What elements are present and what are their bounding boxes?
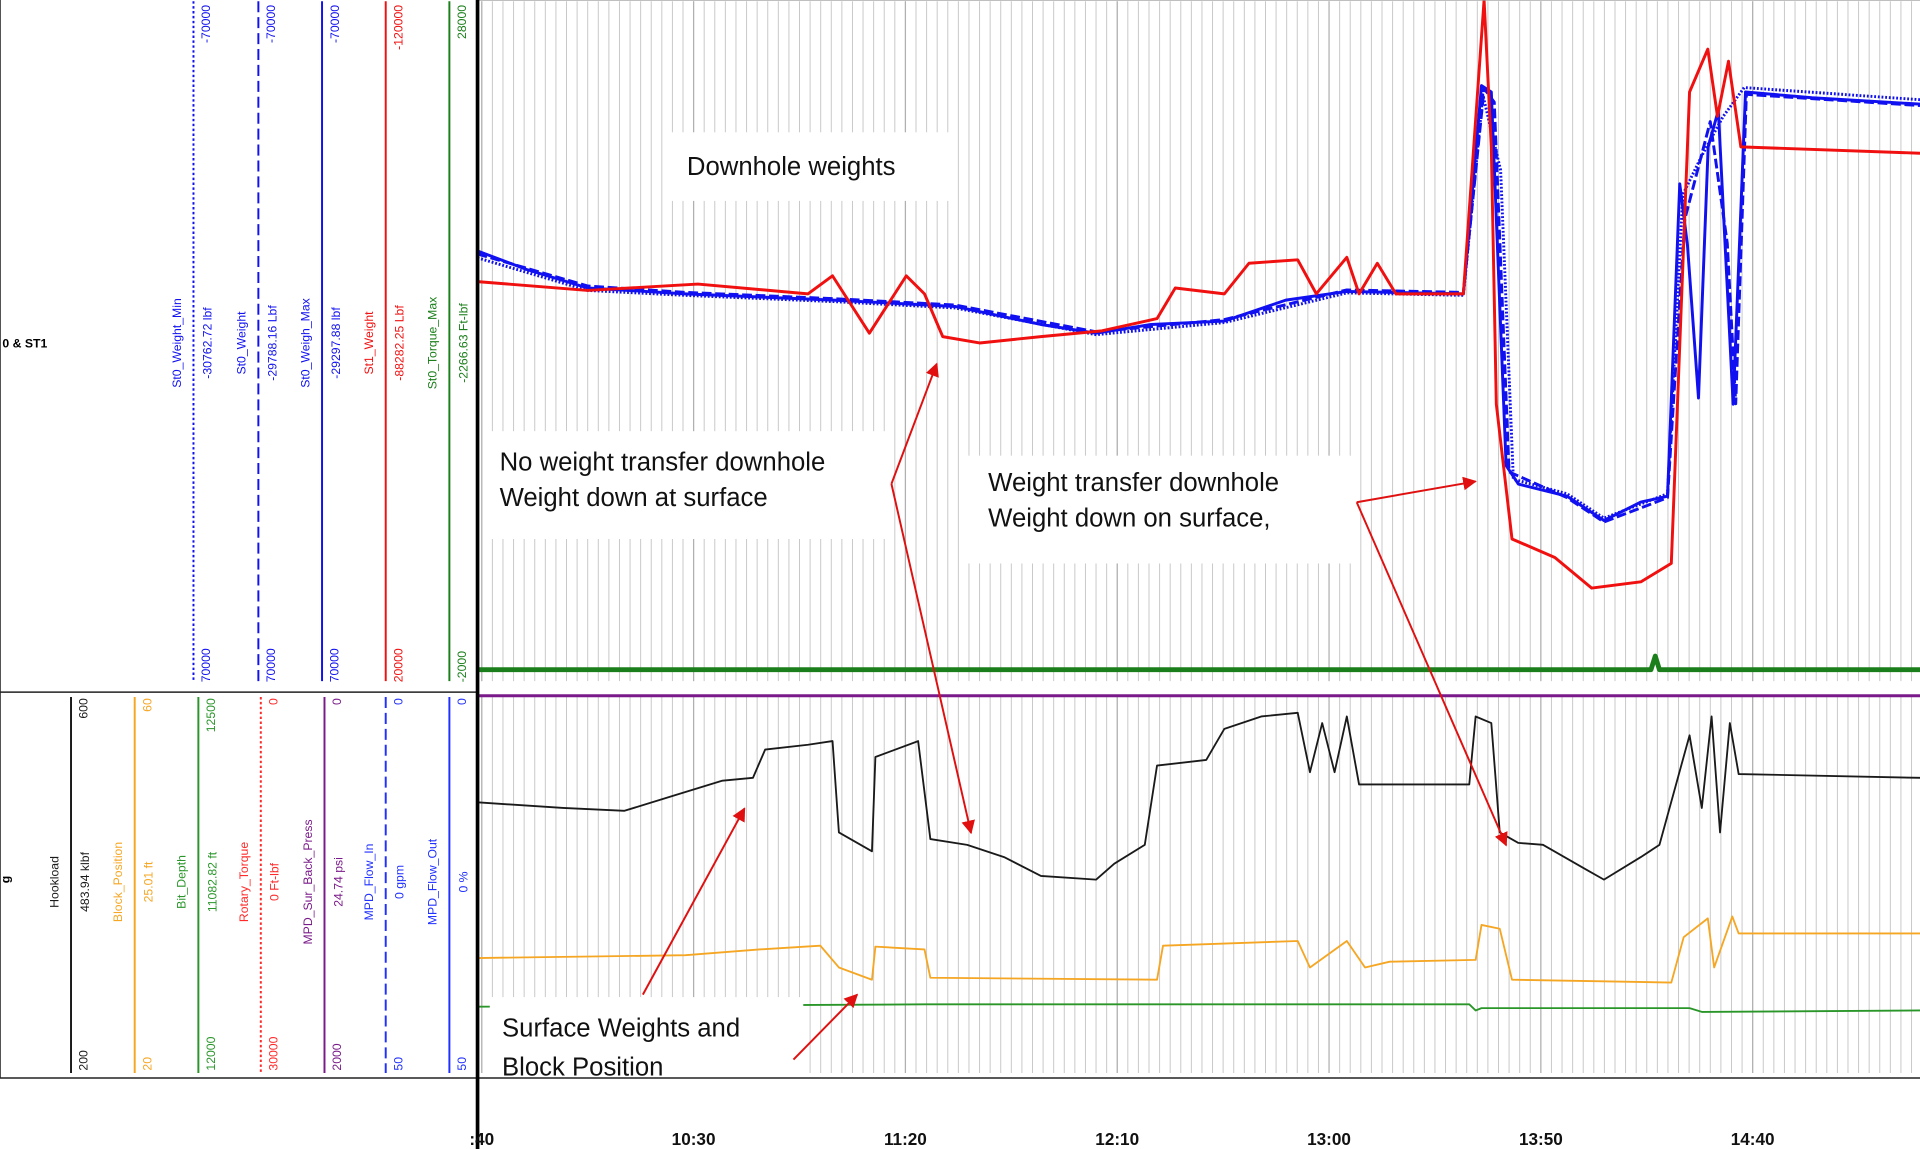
scale-top: 0 (391, 698, 405, 705)
annotation-box (967, 455, 1356, 564)
series-line (477, 653, 1920, 673)
annotation-text: Surface Weights and (502, 1014, 740, 1042)
arrows (641, 362, 1508, 1061)
panel-label: 0 & ST1 (2, 336, 47, 350)
annotation-text: Weight down on surface, (988, 505, 1270, 533)
scale-top: 0 (330, 698, 344, 705)
track-name: MPD_Sur_Back_Press (301, 819, 315, 944)
panel-label: g (0, 876, 12, 883)
scale-bottom: 30000 (267, 1036, 281, 1070)
scale-top: 0 (455, 698, 469, 705)
scale-top: 0 (267, 698, 281, 705)
track-readout: -29788.16 Lbf (265, 305, 279, 381)
track-readout: 0 % (456, 871, 470, 892)
track-readout: 0 gpm (393, 865, 407, 899)
series-line (477, 0, 1920, 590)
track-name: Hookload (47, 856, 61, 908)
annotation-box (483, 431, 891, 539)
scale-bottom: 70000 (328, 648, 342, 682)
annotation-text: Block Position (502, 1053, 663, 1081)
labels: 0 & ST1 g (0, 336, 48, 883)
scale-top: -70000 (328, 5, 342, 43)
x-tick-label: 13:00 (1307, 1129, 1351, 1149)
scale-bottom: 12000 (204, 1036, 218, 1070)
scale-bottom: 20 (140, 1057, 154, 1071)
annotation-text: Weight transfer downhole (988, 469, 1279, 497)
scale-bottom: 200 (77, 1050, 91, 1071)
track-readout: -30762.72 lbf (200, 307, 214, 379)
scale-bottom: -2000 (455, 651, 469, 682)
series-line (477, 84, 1920, 522)
scale-bottom: 20000 (391, 648, 405, 682)
x-tick-label: 14:40 (1731, 1129, 1775, 1149)
track-readout: 0 Ft-lbf (268, 862, 282, 901)
track-name: St0_Weight (235, 311, 249, 375)
scale-bottom: 50 (455, 1057, 469, 1071)
curves (477, 0, 1920, 1013)
scale-top: -120000 (391, 5, 405, 50)
track-readout: -88282.25 Lbf (393, 305, 407, 381)
track-name: Rotary_Torque (237, 842, 251, 922)
track-name: St0_Torque_Max (426, 297, 440, 390)
scale-top: 28000 (455, 5, 469, 39)
track-name: Block_Position (111, 842, 125, 922)
scale-top: 60 (140, 698, 154, 712)
series-line (477, 711, 1920, 881)
annotation-box (489, 997, 804, 1078)
annotation-box (667, 132, 952, 201)
track-readout: 483.94 klbf (78, 851, 92, 911)
annotation-text: Downhole weights (687, 153, 896, 181)
track-readout: -29297.88 lbf (329, 307, 343, 379)
track-headers: St0_Weight_Min -30762.72 lbf -70000 70000 St… (47, 1, 470, 1074)
x-tick-label: 10:30 (672, 1129, 716, 1149)
scale-top: 12500 (204, 698, 218, 732)
track-readout: 25.01 ft (142, 861, 156, 902)
track-name: St0_Weight_Min (170, 298, 184, 388)
scale-bottom: 50 (391, 1057, 405, 1071)
annotation-text: No weight transfer downhole (500, 448, 826, 476)
scale-top: -70000 (199, 5, 213, 43)
track-readout: 11082.82 ft (205, 851, 219, 912)
scale-bottom: 2000 (330, 1043, 344, 1070)
annotation-text: Weight down at surface (500, 484, 768, 512)
scale-top: -70000 (264, 5, 278, 43)
x-tick-label: :40 (469, 1129, 494, 1149)
track-readout: -2266.63 Ft-lbf (456, 303, 470, 383)
series-line (477, 1003, 1920, 1013)
x-tick-label: 12:10 (1095, 1129, 1139, 1149)
track-name: MPD_Flow_In (362, 843, 376, 920)
scale-bottom: 70000 (199, 648, 213, 682)
x-tick-label: 13:50 (1519, 1129, 1563, 1149)
track-readout: 24.74 psi (331, 857, 345, 907)
track-name: MPD_Flow_Out (426, 838, 440, 925)
scale-top: 600 (77, 698, 91, 719)
track-name: Bit_Depth (175, 855, 189, 909)
track-name: St0_Weigh_Max (298, 298, 312, 388)
annotation-boxes: Downhole weights No weight transfer downh… (483, 132, 1356, 1082)
series-line (477, 915, 1920, 984)
x-tick-label: 11:20 (884, 1129, 927, 1149)
track-name: St1_Weight (362, 311, 376, 375)
scale-bottom: 70000 (264, 648, 278, 682)
